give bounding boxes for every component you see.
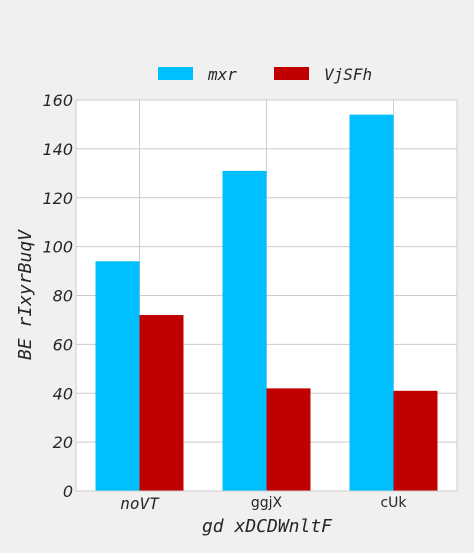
y-tick-label: 120: [42, 189, 73, 208]
y-tick-label: 60: [53, 335, 73, 354]
x-tick-label: ggjX: [251, 495, 283, 511]
legend: mxr VjSFh: [158, 65, 372, 84]
bar-vjsfh-novt: [139, 315, 184, 491]
legend-swatch-vjsfh: [274, 67, 309, 80]
bar-mxr-ggjx: [222, 170, 267, 491]
bar-vjsfh-ggjx: [266, 388, 311, 491]
x-tick-label: cUk: [380, 495, 407, 511]
bars: [95, 114, 438, 491]
y-tick-label: 20: [53, 433, 73, 452]
plot-frame: [75, 99, 458, 492]
y-tick-label: 0: [63, 482, 73, 501]
y-tick-label: 100: [42, 238, 73, 257]
bar-mxr-novt: [95, 261, 140, 491]
bar-vjsfh-cuk: [393, 390, 438, 491]
legend-label-mxr: mxr: [207, 65, 237, 84]
y-tick-label: 140: [42, 140, 73, 159]
legend-swatch-mxr: [158, 67, 193, 80]
y-axis-label: BE rIxyrBuqV: [15, 229, 36, 360]
x-tick-labels: noVT ggjX cUk: [120, 494, 407, 513]
bar-mxr-cuk: [349, 114, 394, 491]
y-tick-labels: 0 20 40 60 80 100 120 140 160: [42, 91, 73, 501]
y-tick-label: 40: [53, 384, 73, 403]
x-tick-label: noVT: [120, 494, 160, 513]
y-tick-label: 160: [42, 91, 73, 110]
x-axis-label: gd xDCDWnltF: [202, 516, 333, 537]
legend-label-vjsfh: VjSFh: [324, 65, 372, 84]
y-tick-label: 80: [53, 287, 73, 306]
